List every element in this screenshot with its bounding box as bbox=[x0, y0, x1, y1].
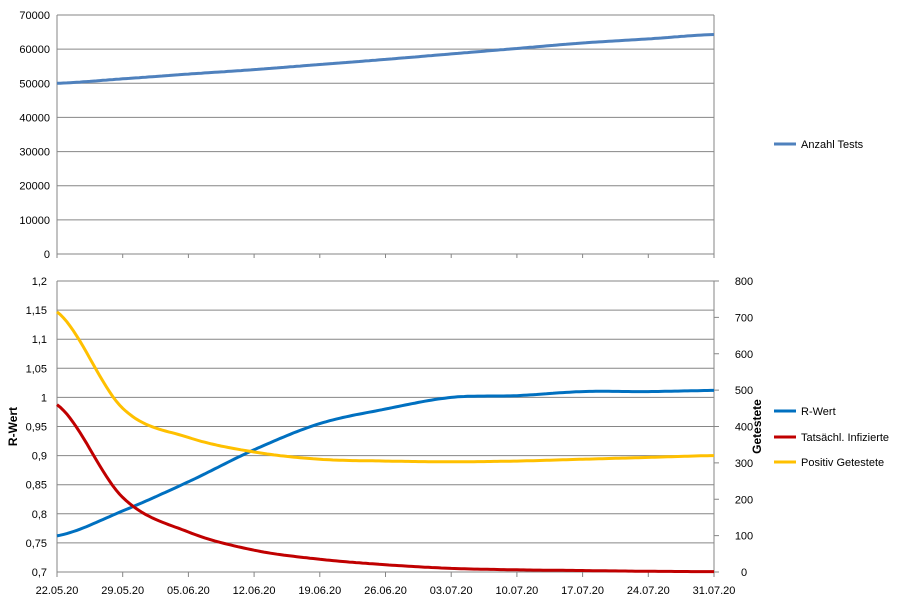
series-line-r-wert bbox=[56, 388, 714, 538]
series-line-tats-chl-infizierte bbox=[56, 403, 714, 574]
legend-label-positiv-getestete: Positiv Getestete bbox=[801, 457, 884, 469]
right-y-tick-label: 700 bbox=[735, 312, 753, 324]
top-y-tick-label: 70000 bbox=[19, 10, 50, 22]
top-y-tick-label: 60000 bbox=[19, 44, 50, 56]
top-y-tick-label: 40000 bbox=[19, 112, 50, 124]
right-y-axis-title: Getestete bbox=[750, 399, 764, 454]
left-y-tick-label: 0,75 bbox=[26, 538, 47, 550]
right-y-tick-label: 100 bbox=[735, 531, 753, 543]
top-chart: 0 10000 20000 30000 40000 50000 60000 70000 Anza… bbox=[19, 10, 863, 261]
x-tick-label: 31.07.20 bbox=[693, 585, 736, 597]
left-y-axis-title: R-Wert bbox=[6, 407, 20, 446]
left-y-tick-label: 1,15 bbox=[26, 305, 47, 317]
bottom-chart: 0,7 0,75 0,8 0,85 0,9 0,95 1 1,05 1,1 1,15 1,2 0 100… bbox=[6, 276, 889, 597]
x-tick-label: 05.06.20 bbox=[167, 585, 210, 597]
x-tick-label: 17.07.20 bbox=[561, 585, 604, 597]
right-y-tick-label: 600 bbox=[735, 349, 753, 361]
top-y-tick-label: 30000 bbox=[19, 147, 50, 159]
right-y-tick-label: 800 bbox=[735, 276, 753, 288]
top-y-tick-label: 50000 bbox=[19, 78, 50, 90]
x-tick-label: 29.05.20 bbox=[101, 585, 144, 597]
top-y-tick-label: 10000 bbox=[19, 215, 50, 227]
x-tick-label: 22.05.20 bbox=[36, 585, 79, 597]
x-tick-label: 03.07.20 bbox=[430, 585, 473, 597]
x-tick-label: 24.07.20 bbox=[627, 585, 670, 597]
x-tick-label: 26.06.20 bbox=[364, 585, 407, 597]
left-y-tick-label: 0,85 bbox=[26, 480, 47, 492]
left-y-tick-label: 0,7 bbox=[32, 567, 47, 579]
left-y-tick-label: 0,8 bbox=[32, 509, 47, 521]
x-tick-label: 10.07.20 bbox=[495, 585, 538, 597]
x-tick-label: 12.06.20 bbox=[233, 585, 276, 597]
left-y-tick-label: 1,2 bbox=[32, 276, 47, 288]
right-y-tick-label: 300 bbox=[735, 458, 753, 470]
x-tick-label: 19.06.20 bbox=[298, 585, 341, 597]
legend-label-r-wert: R-Wert bbox=[801, 406, 836, 418]
top-y-tick-label: 0 bbox=[44, 249, 50, 261]
left-y-tick-label: 1,05 bbox=[26, 363, 47, 375]
left-y-tick-label: 0,9 bbox=[32, 451, 47, 463]
left-y-tick-label: 1,1 bbox=[32, 334, 47, 346]
legend-label-tats-chl-infizierte: Tatsächl. Infizierte bbox=[801, 432, 889, 444]
legend-label-anzahl-tests: Anzahl Tests bbox=[801, 139, 864, 151]
right-y-tick-label: 400 bbox=[735, 422, 753, 434]
left-y-tick-label: 1 bbox=[41, 392, 47, 404]
series-line-positiv-getestete bbox=[56, 310, 714, 464]
top-y-tick-label: 20000 bbox=[19, 181, 50, 193]
right-y-tick-label: 500 bbox=[735, 385, 753, 397]
right-y-tick-label: 200 bbox=[735, 494, 753, 506]
series-line-anzahl-tests bbox=[56, 33, 715, 85]
right-y-tick-label: 0 bbox=[741, 567, 747, 579]
left-y-tick-label: 0,95 bbox=[26, 422, 47, 434]
